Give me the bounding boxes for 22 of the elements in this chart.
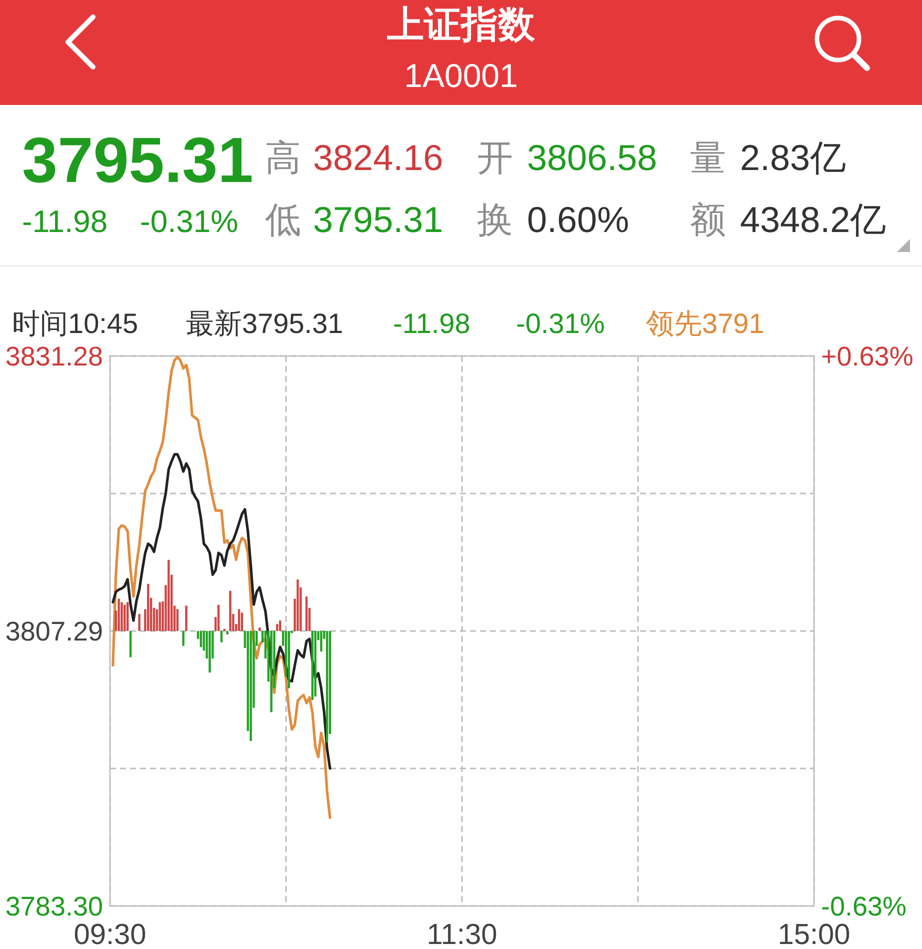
title: 上证指数 — [387, 4, 535, 45]
annotation: -0.31% — [516, 308, 605, 339]
annotation: 3824.16 — [313, 137, 444, 178]
annotation: 2.83亿 — [740, 137, 846, 178]
annotation: -0.31% — [140, 204, 238, 239]
annotation: 开 — [477, 137, 513, 178]
annotation: 最新3795.31 — [186, 308, 344, 339]
annotation: 0.60% — [527, 199, 630, 240]
subtitle: 1A0001 — [404, 57, 518, 94]
annotation: -11.98 — [393, 308, 470, 339]
annotation: 量 — [690, 137, 726, 178]
annotation: 换 — [477, 199, 513, 240]
annotation: 领先3791 — [646, 308, 764, 339]
annotation: 低 — [265, 199, 301, 240]
annotation: 额 — [690, 199, 726, 240]
annotation: 时间10:45 — [12, 308, 138, 339]
annotation: -11.98 — [22, 204, 108, 239]
annotation: 3795.31 — [313, 199, 444, 240]
annotation: 3795.31 — [22, 124, 254, 196]
annotation: 3806.58 — [527, 137, 658, 178]
annotation: 4348.2亿 — [740, 199, 886, 240]
annotation: 高 — [265, 137, 301, 178]
